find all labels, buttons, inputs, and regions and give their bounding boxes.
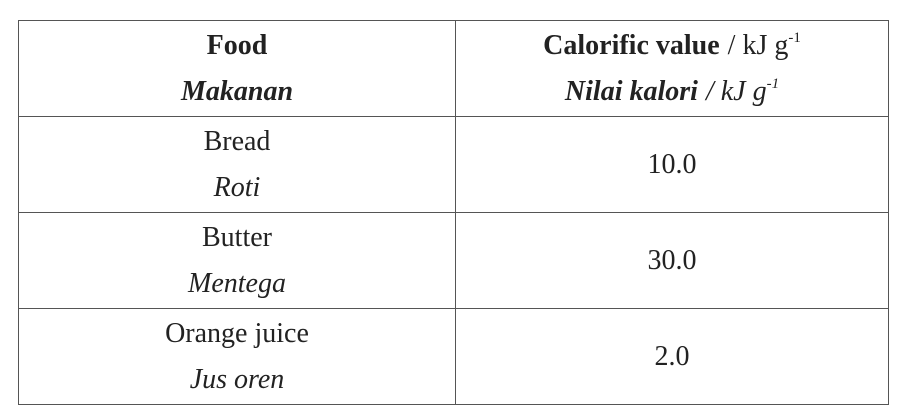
unit: / kJ g [705,75,767,107]
header-text: Nilai kalori [564,75,698,107]
food-cell: Butter Mentega [18,212,456,309]
row: Butter Mentega 30.0 [18,212,889,309]
header-row: Food Makanan Calorific value / kJ g-1 Nil… [18,20,889,117]
calorific-table: Food Makanan Calorific value / kJ g-1 Nil… [18,20,889,405]
header-cell: Calorific value / kJ g-1 Nilai kalori / kJ… [455,20,889,117]
row: Bread Roti 10.0 [18,116,889,213]
header-en: Calorific value / kJ g-1 [456,23,888,69]
header-text: Calorific value [543,29,720,61]
header-ms: Makanan [180,75,294,107]
exponent: -1 [788,29,801,46]
header-ms: Nilai kalori / kJ g-1 [456,69,888,115]
row: Orange juice Jus oren 2.0 [18,308,889,405]
food-ms: Roti [213,171,261,203]
food-cell: Orange juice Jus oren [18,308,456,405]
food-en: Orange juice [165,317,309,349]
value-cell: 10.0 [455,116,889,213]
food-ms: Jus oren [189,363,285,395]
exponent: -1 [766,75,780,92]
header-cell: Food Makanan [18,20,456,117]
food-en: Butter [202,221,272,253]
unit: / kJ g [727,29,789,61]
food-en: Bread [203,125,271,157]
header-en: Food [206,29,268,61]
food-ms: Mentega [188,267,286,299]
value-cell: 30.0 [455,212,889,309]
value-cell: 2.0 [455,308,889,405]
food-cell: Bread Roti [18,116,456,213]
